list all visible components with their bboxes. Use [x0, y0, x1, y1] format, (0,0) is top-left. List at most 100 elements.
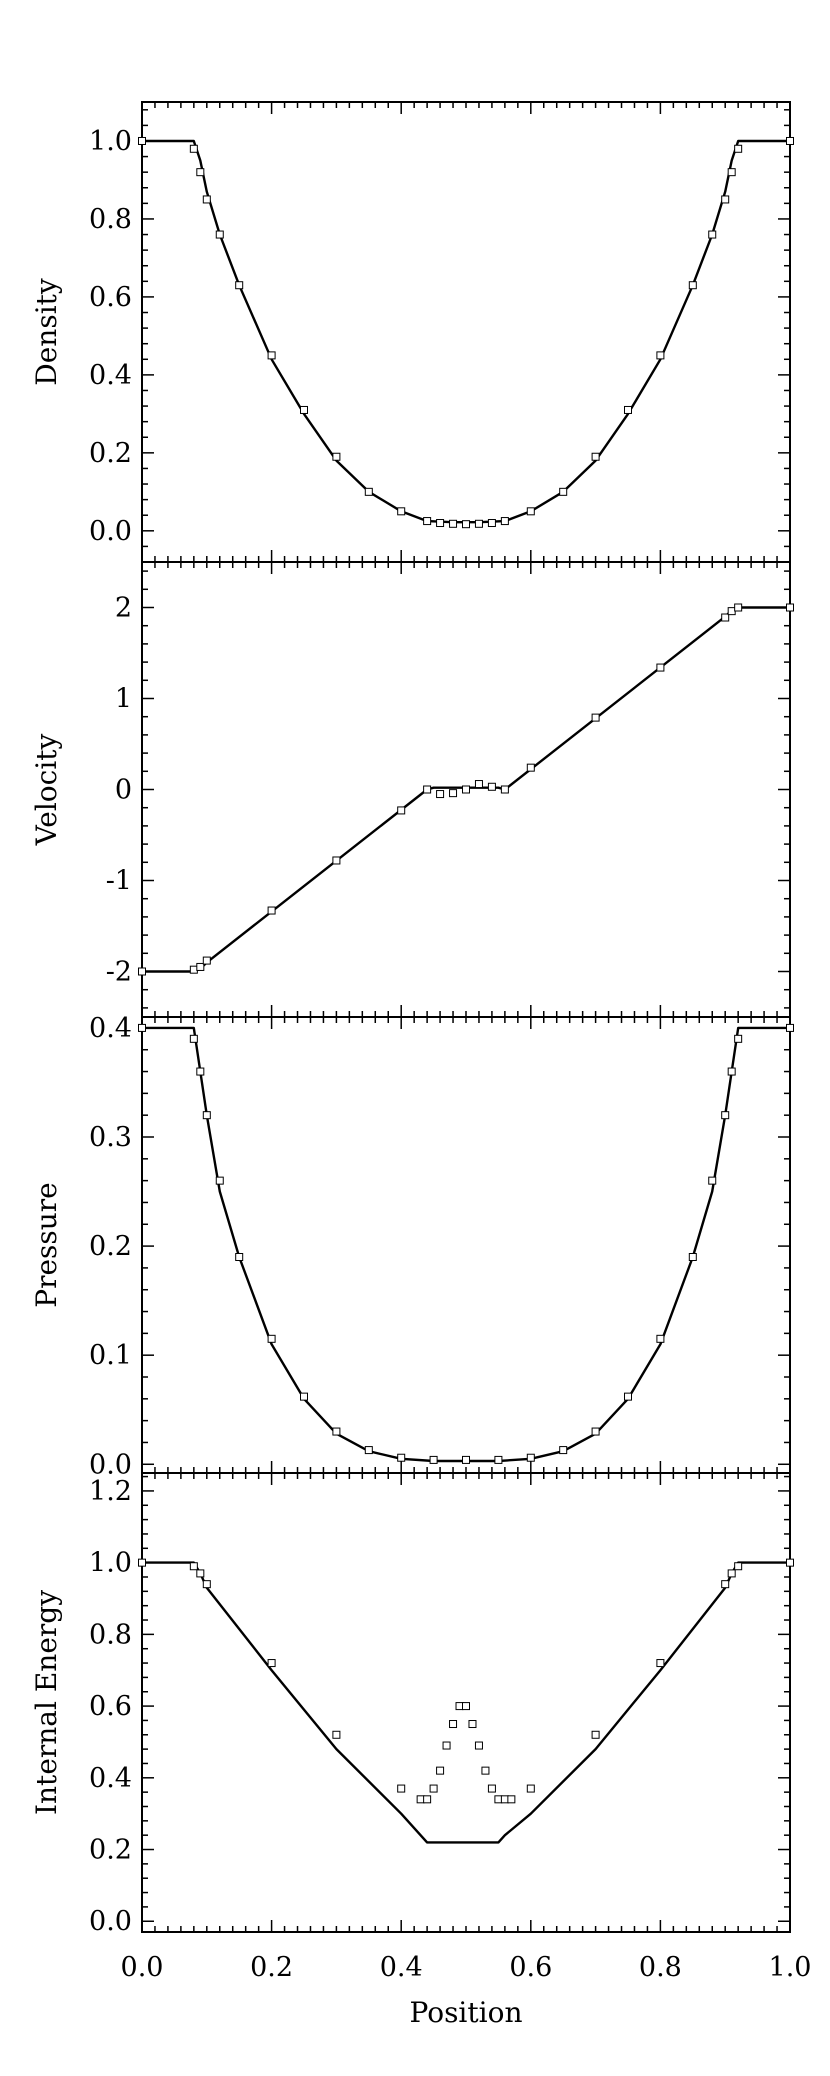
data-point — [449, 789, 458, 798]
data-point — [591, 1730, 600, 1739]
data-point — [734, 603, 743, 612]
data-point — [397, 806, 406, 815]
data-point — [734, 1034, 743, 1043]
data-point — [202, 195, 211, 204]
data-point — [429, 1455, 438, 1464]
data-point — [507, 1795, 516, 1804]
data-point — [189, 965, 198, 974]
data-point — [624, 405, 632, 414]
data-point — [500, 785, 509, 794]
data-point — [559, 1446, 568, 1455]
data-point — [332, 1730, 341, 1739]
y-tick-label: 0.0 — [89, 516, 132, 547]
y-tick-label: 0.6 — [89, 1691, 132, 1722]
data-point — [487, 519, 496, 528]
data-point — [656, 351, 665, 360]
y-axis-title: Pressure — [30, 1182, 63, 1308]
data-point — [364, 487, 373, 496]
data-point — [300, 1392, 308, 1401]
data-point — [235, 281, 244, 290]
y-tick-label: 0.6 — [89, 282, 132, 313]
data-point — [202, 956, 211, 965]
data-point — [267, 1659, 276, 1668]
panel-1: -2 -1 0 1 2 Velocity — [30, 561, 794, 1018]
data-point — [196, 1569, 205, 1578]
x-tick-label: 1.0 — [769, 1952, 812, 1983]
data-point — [727, 607, 736, 616]
data-point — [468, 1720, 477, 1729]
data-point — [332, 452, 341, 461]
data-point — [442, 1741, 451, 1750]
x-tick-label: 0.4 — [380, 1952, 423, 1983]
data-point — [656, 663, 665, 672]
series-line — [142, 1026, 790, 1463]
x-tick-label: 0.6 — [509, 1952, 552, 1983]
y-tick-label: 0.0 — [89, 1449, 132, 1480]
y-tick-label: 1 — [115, 684, 132, 715]
y-tick-label: -2 — [106, 957, 132, 988]
data-point — [429, 1784, 438, 1793]
data-point — [721, 1580, 730, 1589]
y-tick-label: 0.4 — [89, 1763, 132, 1794]
data-point — [656, 1334, 665, 1343]
y-axis-title: Velocity — [30, 733, 63, 846]
data-point — [526, 1453, 535, 1462]
data-point — [189, 1562, 198, 1571]
data-point — [734, 144, 743, 153]
y-tick-label: 0 — [115, 775, 132, 806]
data-point — [487, 782, 496, 791]
data-point — [449, 519, 458, 528]
data-point — [138, 1558, 146, 1567]
data-point — [474, 519, 483, 528]
y-tick-label: 1.0 — [89, 1548, 132, 1579]
data-point — [656, 1659, 665, 1668]
data-point — [449, 1720, 458, 1729]
panel-3: 0.0 0.2 0.4 0.6 0.8 1.0 1.2 Internal Energy — [30, 1472, 794, 1937]
panel-frame — [141, 1016, 791, 1474]
panel-frame — [141, 101, 791, 563]
data-point — [721, 1111, 730, 1120]
data-point — [708, 1176, 717, 1185]
data-point — [455, 1702, 464, 1711]
data-point — [397, 507, 406, 516]
data-point — [397, 1784, 406, 1793]
y-tick-label: 0.8 — [89, 204, 132, 235]
data-point — [500, 1795, 509, 1804]
data-point — [727, 1067, 736, 1076]
data-point — [786, 136, 794, 145]
data-point — [397, 1453, 406, 1462]
data-point — [591, 1427, 600, 1436]
data-point — [196, 168, 205, 177]
data-point — [436, 1766, 445, 1775]
x-tick-label: 0.8 — [639, 1952, 682, 1983]
x-tick-label: 0.2 — [250, 1952, 293, 1983]
data-point — [416, 1795, 425, 1804]
data-point — [462, 520, 470, 529]
series-line — [142, 139, 790, 524]
data-point — [591, 452, 600, 461]
y-tick-label: 0.4 — [89, 360, 132, 391]
x-tick-label: 0.0 — [121, 1952, 164, 1983]
y-tick-label: 0.3 — [89, 1122, 132, 1153]
y-tick-label: 1.0 — [89, 126, 132, 157]
data-point — [423, 1795, 432, 1804]
data-point — [727, 1569, 736, 1578]
data-point — [494, 1795, 503, 1804]
data-point — [474, 780, 483, 789]
y-tick-label: 0.4 — [89, 1013, 132, 1044]
data-point — [423, 785, 432, 794]
data-point — [526, 763, 535, 772]
y-tick-label: 0.2 — [89, 1231, 132, 1262]
data-point — [721, 613, 730, 622]
data-point — [688, 1253, 697, 1261]
x-axis-title: Position — [410, 1996, 523, 2029]
y-tick-label: 0.0 — [89, 1906, 132, 1937]
data-point — [786, 1023, 794, 1032]
data-point — [215, 230, 224, 239]
data-point — [727, 168, 736, 177]
data-point — [267, 351, 276, 360]
y-tick-label: 2 — [115, 593, 132, 624]
y-tick-label: 1.2 — [89, 1476, 132, 1507]
data-point — [721, 195, 730, 204]
data-point — [138, 1023, 146, 1032]
